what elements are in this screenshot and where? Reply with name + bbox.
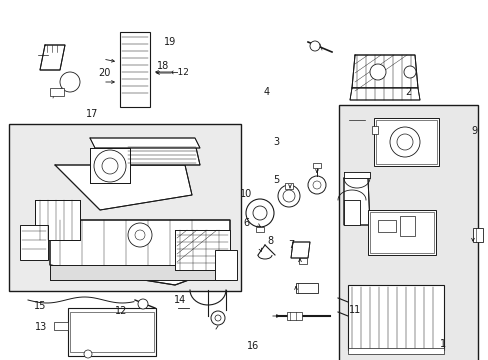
Polygon shape — [90, 148, 130, 183]
Bar — [399, 216, 414, 236]
Bar — [285, 183, 292, 189]
Circle shape — [278, 185, 299, 207]
Bar — [295, 283, 317, 293]
Text: 20: 20 — [98, 68, 110, 78]
Text: 8: 8 — [267, 236, 273, 246]
Circle shape — [210, 311, 224, 325]
Polygon shape — [35, 200, 80, 240]
Circle shape — [309, 41, 319, 51]
Text: 12: 12 — [114, 306, 127, 316]
Bar — [367, 210, 435, 255]
Polygon shape — [343, 172, 369, 178]
Bar — [369, 212, 433, 253]
Circle shape — [252, 206, 266, 220]
Text: 19: 19 — [163, 37, 176, 48]
Bar — [68, 308, 156, 356]
Text: 7: 7 — [287, 240, 293, 250]
Polygon shape — [40, 45, 65, 70]
Polygon shape — [90, 138, 200, 148]
Circle shape — [403, 66, 415, 78]
Text: 9: 9 — [470, 126, 476, 136]
Circle shape — [369, 64, 385, 80]
Text: 4: 4 — [264, 87, 269, 97]
Polygon shape — [290, 242, 309, 258]
Bar — [377, 220, 395, 232]
Text: 17: 17 — [85, 109, 98, 120]
Circle shape — [396, 134, 412, 150]
Bar — [70, 312, 154, 352]
Circle shape — [128, 223, 152, 247]
Polygon shape — [343, 178, 369, 225]
Circle shape — [94, 150, 126, 182]
Polygon shape — [343, 200, 359, 225]
Circle shape — [135, 230, 145, 240]
Text: 15: 15 — [34, 301, 47, 311]
Text: 2: 2 — [405, 87, 410, 97]
Bar — [375, 120, 436, 164]
Text: 18: 18 — [156, 60, 169, 71]
Circle shape — [307, 176, 325, 194]
Text: ←12: ←12 — [170, 68, 189, 77]
Circle shape — [215, 315, 221, 321]
Bar — [20, 225, 48, 260]
Text: 5: 5 — [273, 175, 279, 185]
Circle shape — [245, 199, 273, 227]
Text: 1: 1 — [439, 339, 445, 349]
Text: 11: 11 — [348, 305, 361, 315]
Bar — [215, 250, 237, 280]
Circle shape — [389, 127, 419, 157]
Bar — [347, 285, 443, 350]
Bar — [312, 163, 320, 168]
Text: 16: 16 — [246, 341, 259, 351]
Circle shape — [102, 158, 118, 174]
Polygon shape — [351, 55, 417, 88]
Bar — [50, 88, 64, 96]
Bar — [347, 348, 443, 354]
Bar — [120, 32, 150, 107]
Circle shape — [84, 350, 92, 358]
Bar — [9, 124, 241, 291]
Text: 10: 10 — [239, 189, 252, 199]
Bar — [373, 118, 438, 166]
Polygon shape — [125, 143, 200, 165]
Polygon shape — [50, 265, 229, 280]
Circle shape — [60, 72, 80, 92]
Bar — [371, 126, 377, 134]
Bar — [54, 322, 68, 330]
Circle shape — [312, 181, 320, 189]
Polygon shape — [349, 88, 419, 100]
Bar — [472, 228, 482, 242]
Text: 13: 13 — [34, 322, 47, 332]
Polygon shape — [55, 165, 192, 210]
Circle shape — [283, 190, 294, 202]
Text: 6: 6 — [243, 218, 248, 228]
Bar — [286, 312, 302, 320]
Bar — [338, 105, 477, 360]
Polygon shape — [50, 220, 229, 285]
Text: 3: 3 — [273, 137, 279, 147]
Bar — [256, 227, 264, 232]
Circle shape — [138, 299, 148, 309]
Polygon shape — [175, 230, 229, 270]
Text: 14: 14 — [173, 294, 186, 305]
Bar — [298, 258, 306, 264]
